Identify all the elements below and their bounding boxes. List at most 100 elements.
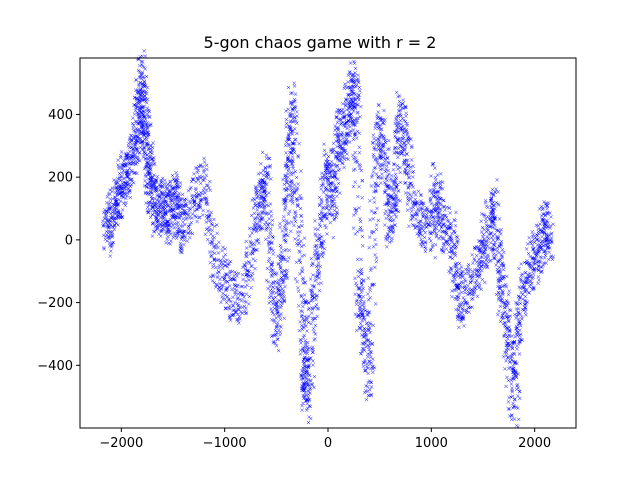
data-point [261, 201, 265, 206]
data-point [533, 251, 538, 256]
data-point [251, 251, 255, 256]
data-point [270, 318, 274, 322]
data-point [286, 212, 291, 216]
data-point [284, 274, 288, 278]
data-point [137, 63, 142, 68]
data-point [291, 171, 296, 175]
data-point [174, 194, 178, 199]
data-point [146, 190, 150, 195]
data-point [200, 174, 205, 179]
data-point [259, 200, 263, 205]
data-point [316, 261, 321, 265]
data-point [419, 206, 423, 211]
data-point [530, 244, 535, 248]
data-point [423, 208, 427, 212]
data-point [152, 182, 156, 187]
data-point [271, 285, 275, 290]
data-point [522, 305, 527, 310]
data-point [284, 240, 288, 244]
data-point [161, 227, 166, 232]
data-point [285, 221, 289, 226]
data-point [354, 328, 359, 333]
data-point [515, 347, 519, 351]
data-point [510, 386, 514, 390]
data-point [506, 378, 511, 383]
data-point [491, 238, 496, 242]
data-point [333, 171, 337, 175]
data-point [310, 298, 315, 303]
data-point [290, 193, 295, 198]
data-point [262, 189, 266, 194]
data-point [500, 313, 505, 318]
data-point [119, 150, 124, 154]
data-point [133, 119, 138, 124]
data-point [304, 408, 309, 412]
data-point [393, 121, 397, 126]
data-point [301, 376, 305, 380]
data-point [290, 155, 295, 159]
data-point [295, 121, 299, 126]
data-point [474, 253, 479, 258]
data-point [148, 190, 153, 194]
data-point [283, 143, 288, 148]
data-point [350, 107, 355, 112]
data-point [331, 180, 335, 185]
data-point [282, 182, 287, 187]
data-point [297, 328, 302, 333]
data-point [394, 176, 399, 181]
data-point [103, 208, 107, 212]
data-point [477, 286, 481, 290]
data-point [312, 292, 317, 297]
data-point [463, 271, 468, 276]
data-point [370, 342, 374, 346]
data-point [135, 138, 140, 143]
data-point [174, 170, 178, 175]
data-point [219, 286, 224, 291]
data-point [281, 297, 285, 301]
data-point [266, 240, 271, 244]
data-point [544, 201, 549, 206]
data-point [310, 345, 315, 349]
data-point [384, 209, 388, 213]
data-point [405, 152, 409, 156]
data-point [376, 110, 380, 114]
data-point [192, 203, 197, 208]
data-point [285, 259, 290, 264]
data-point [487, 232, 491, 236]
data-point [149, 163, 154, 167]
data-point [155, 210, 159, 215]
data-point [303, 338, 307, 343]
data-point [227, 304, 232, 308]
data-point [274, 343, 279, 348]
data-point [485, 264, 490, 269]
data-point [398, 180, 403, 185]
data-point [135, 134, 139, 139]
data-point [368, 285, 372, 290]
data-point [531, 286, 536, 291]
data-point [492, 203, 497, 208]
data-point [542, 256, 547, 260]
data-point [433, 208, 438, 212]
data-point [336, 181, 341, 186]
data-point [114, 221, 119, 225]
data-point [268, 163, 272, 168]
data-point [374, 158, 379, 162]
data-point [240, 305, 245, 310]
data-point [534, 257, 538, 261]
data-point [122, 159, 126, 163]
data-point [440, 248, 444, 253]
data-point [432, 227, 437, 232]
data-point [278, 284, 283, 289]
data-point [403, 104, 408, 109]
data-point [348, 105, 352, 110]
data-point [165, 230, 170, 234]
data-point [344, 156, 349, 161]
data-point [411, 223, 415, 227]
data-point [395, 196, 399, 200]
data-point [207, 215, 211, 219]
data-point [292, 189, 297, 193]
data-point [409, 209, 414, 214]
data-point [462, 285, 467, 290]
data-point [358, 219, 363, 224]
data-point [346, 118, 351, 123]
